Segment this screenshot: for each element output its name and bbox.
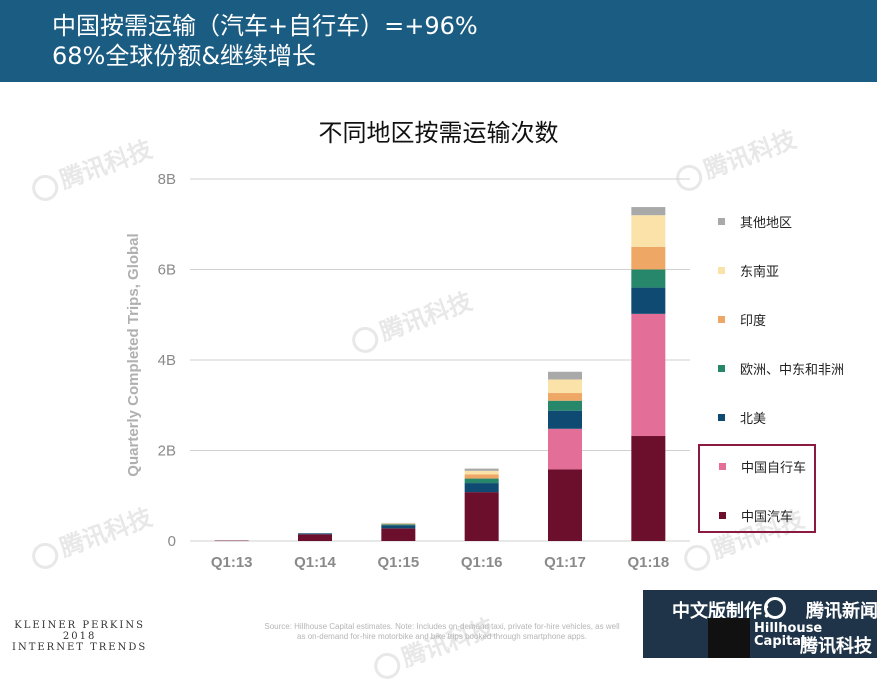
hillhouse-logo-icon	[708, 618, 750, 658]
x-tick-label: Q1:13	[211, 554, 253, 571]
bar-segment	[631, 287, 666, 314]
legend-swatch	[719, 463, 726, 470]
chart-title: 不同地区按需运输次数	[318, 119, 559, 147]
legend-swatch	[718, 218, 725, 225]
credit-badge	[643, 590, 877, 658]
gridlines	[190, 178, 690, 542]
legend-label: 中国自行车	[741, 460, 806, 476]
legend-label: 欧洲、中东和非洲	[740, 363, 844, 378]
legend-swatch	[718, 365, 725, 372]
bar-segment	[381, 522, 416, 524]
legend-label: 其他地区	[740, 216, 792, 231]
bar-segment	[548, 428, 582, 470]
source-note: Source: Hillhouse Capital estimates. Not…	[264, 622, 620, 641]
bar-segment	[464, 478, 499, 484]
y-axis-labels: 0 2B 4B 6B 8B	[158, 171, 176, 550]
header-subtitle: 68%全球份额&继续增长	[52, 42, 317, 70]
credit-badge-brand2: 腾讯科技	[800, 636, 872, 657]
hillhouse-text: Hillhouse Capital	[754, 621, 823, 649]
footer-logo: KLEINER PERKINS 2018 INTERNET TRENDS	[12, 620, 147, 653]
bars	[214, 207, 666, 542]
x-tick-label: Q1:16	[461, 554, 503, 571]
bar-segment	[464, 474, 499, 479]
bar-segment	[464, 483, 499, 493]
x-tick-label: Q1:17	[544, 554, 586, 571]
footer-logo-line2: 2018	[62, 631, 97, 642]
bar-segment	[381, 523, 416, 524]
bar-segment	[381, 523, 416, 525]
bar-segment	[631, 313, 666, 437]
y-tick-label: 0	[168, 533, 176, 550]
x-tick-label: Q1:14	[294, 554, 336, 571]
bar-segment	[464, 468, 499, 471]
header-banner	[0, 0, 877, 82]
legend-label: 北美	[740, 412, 766, 427]
bar-segment	[548, 410, 582, 429]
legend-label: 印度	[740, 313, 766, 329]
bar-segment	[548, 469, 582, 541]
y-tick-label: 8B	[158, 171, 176, 188]
bar-segment	[631, 246, 666, 270]
legend-swatch	[719, 512, 726, 519]
y-tick-label: 2B	[158, 443, 176, 460]
bar-segment	[548, 371, 582, 380]
bar-segment	[548, 400, 582, 411]
bar-segment	[381, 528, 416, 541]
bar-segment	[214, 540, 249, 542]
y-tick-label: 4B	[158, 352, 176, 369]
legend-swatch	[718, 267, 725, 274]
watermark-logo-icon	[370, 649, 404, 683]
y-tick-label: 6B	[158, 262, 176, 279]
x-tick-label: Q1:18	[627, 554, 669, 571]
header-title: 中国按需运输（汽车+自行车）=+96%	[52, 12, 478, 40]
watermark: 腾讯科技	[368, 608, 498, 684]
tencent-logo-icon	[764, 597, 786, 619]
legend-swatch	[718, 316, 725, 323]
bar-segment	[631, 436, 666, 541]
bar-segment	[631, 207, 666, 216]
legend-label: 中国汽车	[741, 509, 793, 525]
bar-segment	[298, 533, 332, 535]
bar-segment	[631, 215, 666, 247]
stacked-bar-chart: Q1:13 Q1:14 Q1:15 Q1:16 Q1:17 Q1:18 0 2B 4B 6B 8B…	[125, 171, 844, 571]
credit-badge-text: 中文版制作： 腾讯新闻	[672, 601, 877, 622]
legend-label: 东南亚	[740, 264, 779, 280]
bar-segment	[548, 393, 582, 401]
y-axis-title: Quarterly Completed Trips, Global	[125, 233, 142, 476]
x-tick-label: Q1:15	[377, 554, 419, 571]
bar-segment	[548, 379, 582, 394]
footer-logo-line3: INTERNET TRENDS	[12, 642, 148, 653]
bar-segment	[464, 492, 499, 541]
x-axis-labels: Q1:13 Q1:14 Q1:15 Q1:16 Q1:17 Q1:18	[211, 554, 669, 571]
legend-swatch	[718, 414, 725, 421]
bar-segment	[381, 524, 416, 526]
bar-segment	[298, 534, 332, 541]
bar-segment	[631, 269, 666, 288]
bar-segment	[381, 525, 416, 529]
footer-logo-line1: KLEINER PERKINS	[14, 620, 145, 631]
legend-highlight-box	[698, 444, 816, 533]
bar-segment	[464, 470, 499, 475]
